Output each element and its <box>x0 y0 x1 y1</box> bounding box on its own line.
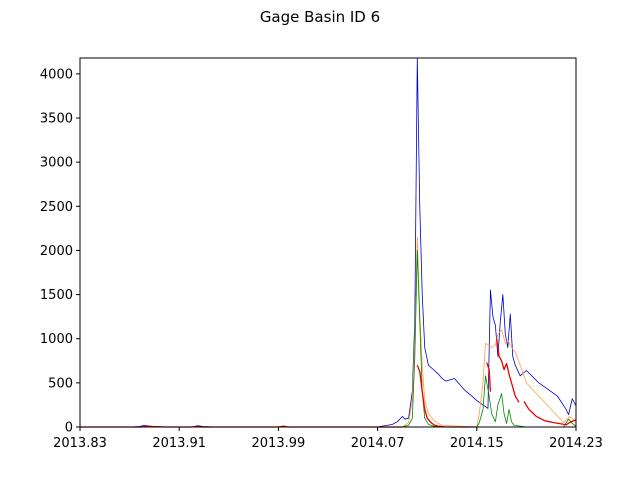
y-tick-label: 0 <box>65 421 73 436</box>
y-tick-label: 1500 <box>40 288 73 303</box>
x-tick-label: 2013.99 <box>252 436 306 451</box>
series-3-segment-4-line <box>523 401 577 426</box>
y-tick-label: 1000 <box>40 332 73 347</box>
y-tick-label: 500 <box>48 376 73 391</box>
series-0-line <box>80 57 577 428</box>
y-tick-label: 2000 <box>40 244 73 259</box>
chart-title: Gage Basin ID 6 <box>260 8 380 26</box>
y-tick-label: 3500 <box>40 112 73 127</box>
x-axis: 2013.83 2013.91 2013.99 2014.07 2014.15 2014.… <box>53 427 603 451</box>
x-tick-label: 2014.23 <box>549 436 603 451</box>
y-tick-label: 2500 <box>40 200 73 215</box>
plot-frame <box>79 57 577 428</box>
y-axis: 0 500 1000 1500 2000 2500 3000 3500 4000 <box>40 67 80 436</box>
x-tick-label: 2013.83 <box>53 436 107 451</box>
y-tick-label: 4000 <box>40 67 73 82</box>
y-tick-label: 3000 <box>40 156 73 171</box>
x-tick-label: 2014.07 <box>351 436 405 451</box>
series-3-segment-1-line <box>416 364 477 428</box>
series-3-segment-2-line <box>486 362 492 392</box>
series-1-line <box>80 236 577 428</box>
x-tick-label: 2013.91 <box>152 436 206 451</box>
series-3-segment-3-line <box>495 338 520 403</box>
plot-lines <box>80 57 577 428</box>
x-tick-label: 2014.15 <box>450 436 504 451</box>
series-2-line <box>80 250 577 428</box>
